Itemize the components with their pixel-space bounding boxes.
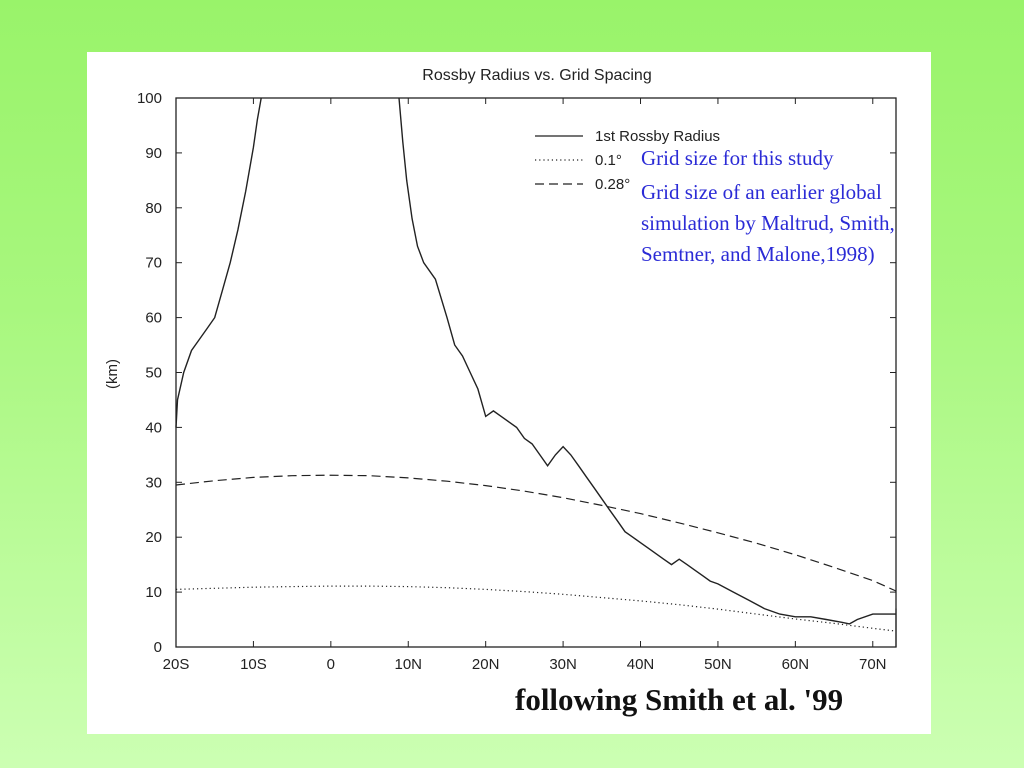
- x-tick-label: 40N: [627, 656, 655, 673]
- y-tick-label: 30: [145, 474, 162, 491]
- x-tick-label: 70N: [859, 656, 887, 673]
- x-tick-label: 30N: [549, 656, 577, 673]
- axes-group: 20S 10S 0 10N 20N 30N 40N 50N 60N 70N 0 10 20 30 40 50 6…: [137, 90, 897, 673]
- y-tick-label: 10: [145, 584, 162, 601]
- x-tick-label: 20S: [163, 656, 190, 673]
- y-tick-label: 40: [145, 419, 162, 436]
- chart-title: Rossby Radius vs. Grid Spacing: [422, 67, 651, 84]
- series-line-dashed: [175, 474, 897, 592]
- y-tick-label: 50: [145, 365, 162, 382]
- annotation-study-grid: Grid size for this study: [641, 146, 834, 170]
- legend-label: 0.28°: [595, 176, 630, 193]
- y-axis-label: (km): [104, 359, 121, 389]
- x-tick-label: 10N: [394, 656, 422, 673]
- legend: 1st Rossby Radius 0.1° 0.28°: [535, 128, 720, 193]
- annotation-earlier-grid-line3: Semtner, and Malone,1998): [641, 242, 875, 266]
- annotation-earlier-grid-line1: Grid size of an earlier global: [641, 180, 882, 204]
- y-tick-label: 90: [145, 145, 162, 162]
- y-tick-label: 70: [145, 255, 162, 272]
- slide-panel: Rossby Radius vs. Grid Spacing (km) 20S 1…: [87, 52, 931, 734]
- y-tick-label: 80: [145, 200, 162, 217]
- annotation-earlier-grid-line2: simulation by Maltrud, Smith,: [641, 211, 895, 235]
- series-line-dotted: [175, 585, 897, 632]
- y-tick-label: 0: [154, 639, 162, 656]
- x-tick-label: 10S: [240, 656, 267, 673]
- x-tick-label: 0: [327, 656, 335, 673]
- legend-label: 1st Rossby Radius: [595, 128, 720, 145]
- series-group: [175, 97, 897, 647]
- x-tick-label: 50N: [704, 656, 732, 673]
- x-tick-label: 60N: [782, 656, 810, 673]
- chart: Rossby Radius vs. Grid Spacing (km) 20S 1…: [104, 67, 897, 673]
- y-tick-label: 60: [145, 310, 162, 327]
- series-line-solid: [398, 97, 896, 625]
- legend-label: 0.1°: [595, 152, 622, 169]
- citation-caption: following Smith et al. '99: [515, 682, 844, 717]
- y-tick-label: 100: [137, 90, 162, 107]
- series-line-solid: [175, 97, 262, 428]
- x-tick-label: 20N: [472, 656, 500, 673]
- y-tick-label: 20: [145, 529, 162, 546]
